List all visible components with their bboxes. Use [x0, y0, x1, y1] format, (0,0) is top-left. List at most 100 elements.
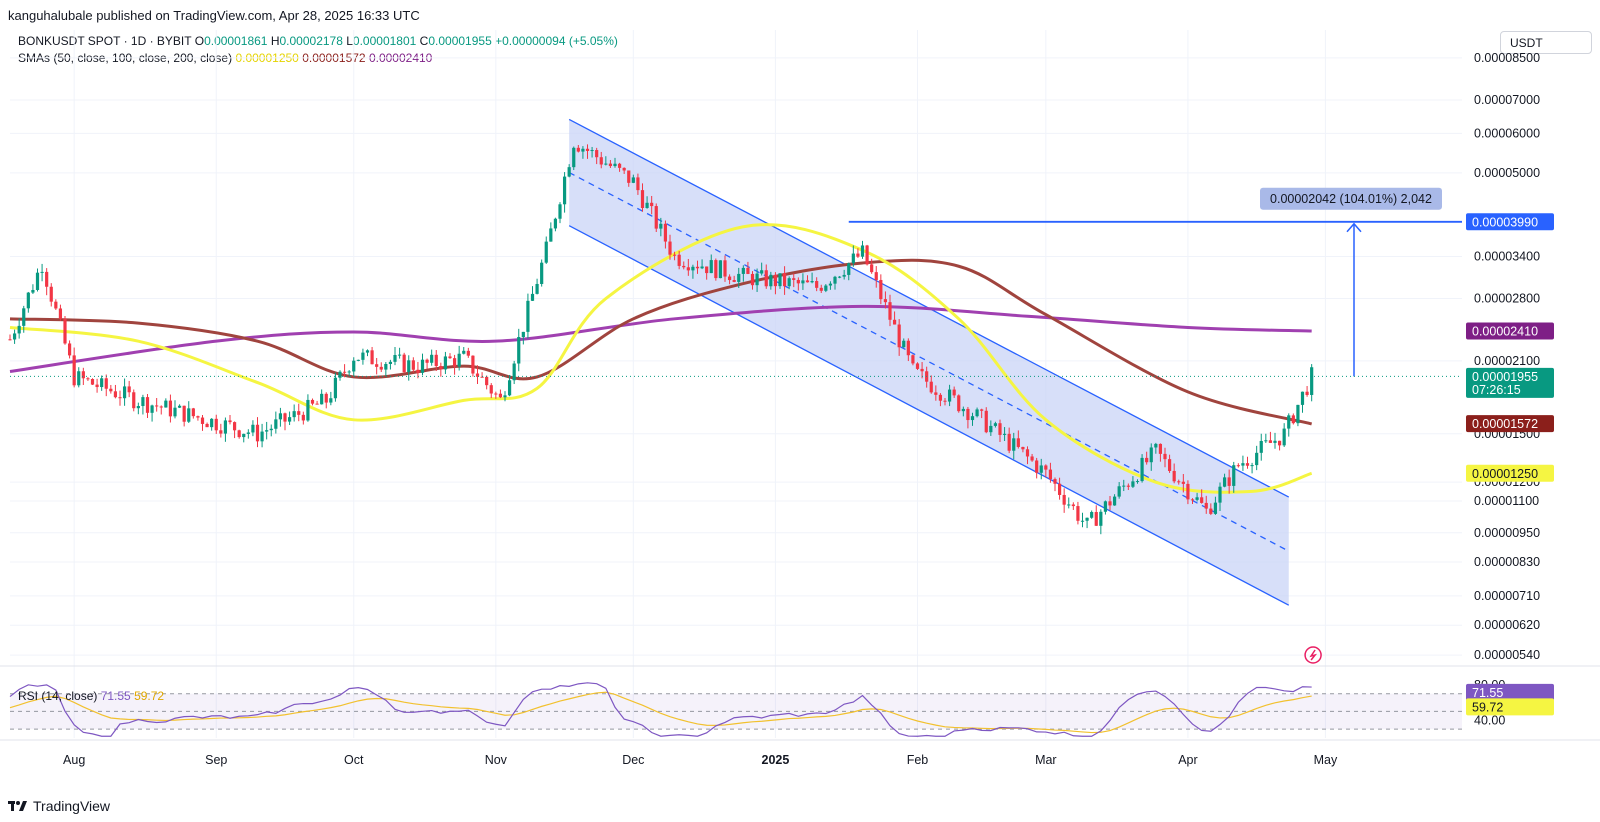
candle-body [581, 148, 585, 152]
candle-body [503, 395, 507, 398]
candle-body [1259, 440, 1263, 453]
time-tick-label: Feb [907, 753, 929, 767]
candle-body [1044, 465, 1048, 470]
publisher-line: kanguhalubale published on TradingView.c… [8, 8, 420, 23]
candle-body [1163, 453, 1167, 460]
candle-body [1076, 506, 1080, 521]
candle-body [1255, 452, 1259, 466]
candle-body [1227, 477, 1231, 486]
candle-body [297, 411, 301, 415]
candle-body [572, 147, 576, 168]
candle-body [191, 408, 195, 417]
candle-body [361, 352, 365, 360]
candle-body [1131, 481, 1135, 487]
candle-body [164, 400, 168, 408]
candle-body [480, 376, 484, 378]
candle-body [136, 406, 140, 409]
rsi-ma-badge-bg [1466, 698, 1554, 716]
candle-body [998, 423, 1002, 435]
candle-body [980, 409, 984, 411]
candle-body [168, 400, 173, 417]
candle-body [365, 350, 370, 353]
candle-body [200, 417, 205, 424]
low-label: L [346, 34, 353, 48]
candle-body [457, 353, 461, 367]
rsi-tick-label: 40.00 [1474, 713, 1505, 727]
candle-body [35, 272, 40, 290]
candle-body [1287, 415, 1291, 429]
candle-body [155, 405, 159, 407]
candle-body [828, 283, 833, 286]
tradingview-footer[interactable]: TradingView [8, 798, 110, 814]
candle-body [118, 397, 122, 399]
candle-body [301, 414, 305, 421]
candle-body [1012, 438, 1016, 451]
candle-body [260, 431, 264, 442]
candle-body [210, 418, 214, 428]
rsi-line [9, 682, 1312, 737]
candle-body [310, 399, 315, 404]
candle-body [920, 368, 924, 372]
currency-selector[interactable]: USDT [1500, 31, 1592, 54]
price-tick-label: 0.00000540 [1474, 648, 1540, 662]
sma100-badge-bg [1466, 415, 1554, 433]
sma100-line [9, 258, 1313, 426]
candle-body [507, 380, 512, 396]
candle-body [755, 273, 759, 286]
candle-body [1025, 449, 1030, 457]
candle-body [650, 202, 654, 207]
candle-body [1085, 517, 1089, 521]
candle-body [819, 287, 823, 291]
candle-body [150, 405, 154, 413]
candle-body [329, 398, 333, 403]
candle-body [347, 371, 351, 373]
candle-body [1222, 477, 1227, 487]
candle-body [17, 325, 21, 334]
candle-body [870, 264, 874, 273]
candle-body [145, 397, 150, 413]
candle-body [265, 430, 269, 432]
candle-body [663, 223, 668, 242]
candle-body [1099, 511, 1103, 526]
candle-body [425, 359, 429, 363]
candle-body [989, 425, 993, 433]
candle-body [40, 271, 44, 273]
candle-body [1241, 463, 1245, 466]
candle-body [420, 359, 425, 373]
candle-body [384, 363, 388, 370]
price-tick-label: 0.00008500 [1474, 51, 1540, 65]
candle-body [49, 286, 53, 302]
candle-body [1021, 446, 1025, 450]
candle-body [205, 423, 209, 428]
symbol-label[interactable]: BONKUSDT SPOT · 1D · BYBIT [18, 34, 192, 48]
candle-body [778, 273, 782, 287]
candle-body [54, 301, 58, 309]
candle-body [448, 356, 452, 359]
candle-body [1094, 512, 1098, 526]
candle-body [324, 393, 328, 403]
candle-body [439, 366, 443, 370]
candle-body [320, 393, 324, 405]
candle-body [95, 384, 99, 388]
candle-body [709, 260, 713, 274]
resistance-badge-bg [1466, 213, 1554, 231]
candle-body [86, 378, 90, 380]
candle-body [608, 163, 613, 167]
candle-body [714, 260, 718, 279]
candle-body [787, 278, 791, 287]
candle-body [1057, 483, 1062, 495]
candle-body [943, 400, 947, 402]
candle-body [109, 388, 113, 392]
candle-body [292, 411, 296, 418]
candle-body [1016, 438, 1020, 447]
candle-body [182, 405, 186, 422]
time-tick-label: Sep [205, 753, 227, 767]
candle-body [1181, 481, 1185, 484]
sma50-badge: 0.00001250 [1472, 467, 1538, 481]
rsi-label[interactable]: RSI (14, close) [18, 689, 98, 703]
candle-body [613, 163, 617, 167]
candle-body [12, 333, 17, 340]
candle-body [407, 360, 411, 373]
candle-body [315, 403, 319, 405]
